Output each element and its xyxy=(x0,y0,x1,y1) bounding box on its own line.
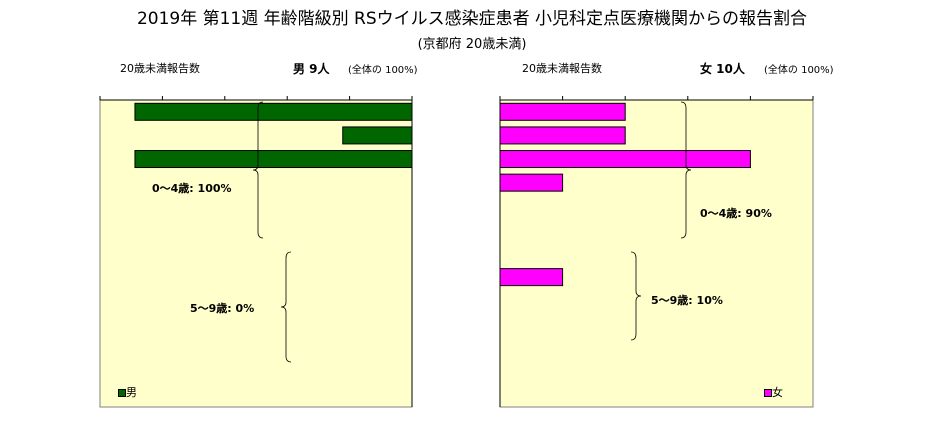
left-sex-count: 男 9人 xyxy=(293,62,330,76)
female-bar xyxy=(499,102,626,121)
right-plot-area xyxy=(499,99,814,408)
male-legend-label: 男 xyxy=(126,386,137,399)
left-plot-area xyxy=(99,99,413,408)
left-share-note: (全体の 100%) xyxy=(348,65,418,76)
left-group-label-0-4: 0～4歳: 100% xyxy=(152,182,232,195)
right-bracket-0-4 xyxy=(680,101,692,239)
right-share-note: (全体の 100%) xyxy=(764,65,834,76)
female-legend-label: 女 xyxy=(772,386,783,399)
male-bar xyxy=(134,102,413,121)
male-legend-swatch xyxy=(118,389,126,397)
left-bracket-5-9 xyxy=(280,251,292,363)
female-bar xyxy=(499,126,626,145)
right-count-label: 20歳未満報告数 xyxy=(522,62,602,75)
chart-title: 2019年 第11週 年齢階級別 RSウイルス感染症患者 小児科定点医療機関から… xyxy=(136,9,808,29)
male-bar xyxy=(342,126,413,145)
left-group-label-5-9: 5～9歳: 0% xyxy=(190,302,255,315)
right-group-label-5-9: 5～9歳: 10% xyxy=(651,294,723,307)
female-bar xyxy=(499,268,564,287)
left-count-label: 20歳未満報告数 xyxy=(120,62,200,75)
female-bar xyxy=(499,150,751,169)
male-bar xyxy=(134,150,413,169)
right-legend: 女 xyxy=(764,384,783,400)
female-bar xyxy=(499,173,564,192)
right-sex-count: 女 10人 xyxy=(700,62,745,76)
chart-subtitle: (京都府 20歳未満) xyxy=(417,37,527,52)
left-legend: 男 xyxy=(118,384,137,400)
right-bracket-5-9 xyxy=(630,251,642,341)
female-legend-swatch xyxy=(764,389,772,397)
left-bracket-0-4 xyxy=(252,101,264,239)
right-group-label-0-4: 0～4歳: 90% xyxy=(700,207,772,220)
